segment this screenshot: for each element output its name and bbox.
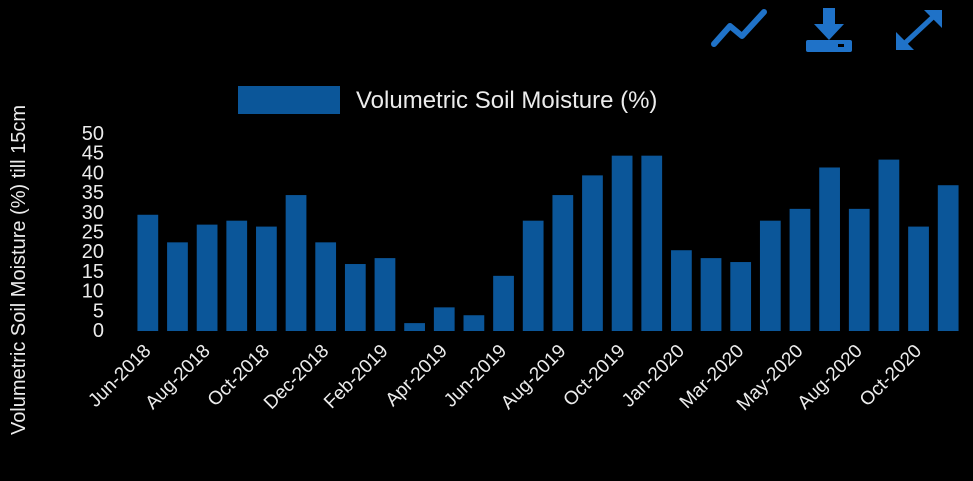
y-tick-label: 50 xyxy=(82,123,104,145)
bar-jun-2018[interactable] xyxy=(137,214,159,331)
bar-aug-2020[interactable] xyxy=(848,208,870,331)
bar-mar-2020[interactable] xyxy=(730,262,752,331)
x-axis: Jun-2018Aug-2018Oct-2018Dec-2018Feb-2019… xyxy=(84,341,926,416)
y-axis-title: Volumetric Soil Moisture (%) till 15cm xyxy=(8,105,30,435)
bar-sep-2019[interactable] xyxy=(582,175,603,331)
bar-sep-2018[interactable] xyxy=(226,220,248,331)
bar-feb-2019[interactable] xyxy=(374,258,396,331)
line-chart-button[interactable] xyxy=(710,6,770,60)
bar-apr-2020[interactable] xyxy=(759,220,781,331)
bars xyxy=(137,155,959,331)
x-tick-label: Apr-2019 xyxy=(382,341,452,411)
y-tick-label: 40 xyxy=(82,162,104,184)
bar-jul-2018[interactable] xyxy=(167,242,188,331)
line-chart-icon xyxy=(711,9,767,47)
bar-sep-2020[interactable] xyxy=(878,159,900,331)
y-tick-label: 45 xyxy=(82,143,104,165)
x-tick-label: Aug-2020 xyxy=(794,341,867,414)
expand-button[interactable] xyxy=(890,6,950,60)
bar-may-2020[interactable] xyxy=(789,208,811,331)
x-tick-label: Aug-2018 xyxy=(142,341,215,414)
bar-nov-2020[interactable] xyxy=(937,185,959,331)
y-tick-label: 25 xyxy=(82,222,104,244)
bar-feb-2020[interactable] xyxy=(700,258,722,331)
x-tick-label: Oct-2019 xyxy=(560,341,630,411)
bar-apr-2019[interactable] xyxy=(433,307,455,331)
bar-jan-2020[interactable] xyxy=(671,250,692,331)
legend: Volumetric Soil Moisture (%) xyxy=(238,86,657,114)
expand-icon xyxy=(896,10,942,50)
bar-aug-2018[interactable] xyxy=(196,224,218,331)
y-tick-label: 0 xyxy=(93,320,104,342)
x-tick-label: Dec-2018 xyxy=(260,341,333,414)
bar-jun-2019[interactable] xyxy=(493,275,514,331)
bar-aug-2019[interactable] xyxy=(552,195,574,331)
bar-nov-2019[interactable] xyxy=(641,155,663,331)
y-tick-label: 30 xyxy=(82,202,104,224)
bar-nov-2018[interactable] xyxy=(285,195,307,331)
y-tick-label: 15 xyxy=(82,261,104,283)
y-tick-label: 10 xyxy=(82,281,104,303)
download-button[interactable] xyxy=(800,6,860,60)
x-tick-label: Aug-2019 xyxy=(497,341,570,414)
bar-jun-2020[interactable] xyxy=(819,167,840,331)
x-tick-label: Oct-2020 xyxy=(856,341,926,411)
bar-jul-2019[interactable] xyxy=(522,220,544,331)
y-tick-label: 5 xyxy=(93,300,104,322)
y-tick-label: 35 xyxy=(82,182,104,204)
legend-swatch xyxy=(238,86,340,114)
bar-oct-2019[interactable] xyxy=(611,155,633,331)
bar-jan-2019[interactable] xyxy=(344,264,366,331)
bar-oct-2020[interactable] xyxy=(908,226,929,331)
bar-mar-2019[interactable] xyxy=(404,323,425,331)
bar-oct-2018[interactable] xyxy=(256,226,277,331)
bar-may-2019[interactable] xyxy=(463,315,485,331)
bar-dec-2018[interactable] xyxy=(315,242,337,331)
legend-label: Volumetric Soil Moisture (%) xyxy=(356,87,657,114)
y-tick-label: 20 xyxy=(82,241,104,263)
chart-toolbar xyxy=(700,6,960,60)
x-tick-label: Feb-2019 xyxy=(320,341,392,413)
download-icon xyxy=(806,8,852,52)
